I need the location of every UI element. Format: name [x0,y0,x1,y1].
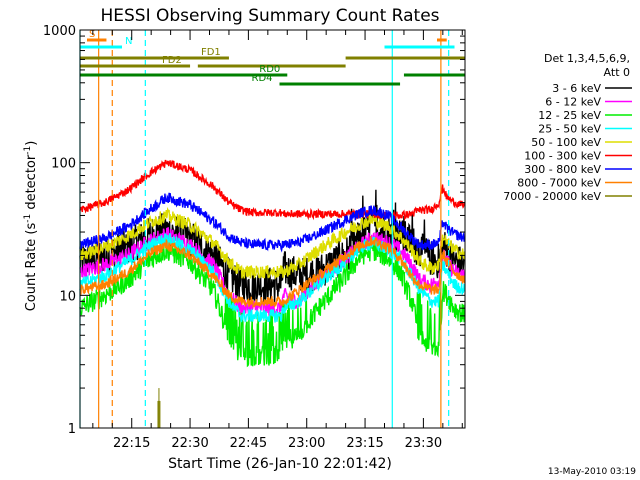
y-axis-label-part: ) [24,141,39,146]
series-line [79,192,466,253]
y-tick-label: 10 [59,289,76,304]
x-tick-label: 22:30 [171,436,208,451]
status-bar-label: S [89,29,95,40]
series-line [79,159,466,221]
legend-label: 12 - 25 keV [538,109,601,122]
y-tick-label: 1000 [43,24,76,39]
y-axis-label: Count Rate (s-1 detector-1) [23,141,39,312]
y-axis-label-sup: -1 [23,146,33,155]
x-tick-label: 22:45 [230,436,267,451]
x-tick-label: 23:30 [405,436,442,451]
y-axis-label-part: detector [24,154,39,214]
x-axis-label: Start Time (26-Jan-10 22:01:42) [168,456,392,472]
y-tick-label: 1 [68,422,76,437]
legend-label: 25 - 50 keV [538,123,601,136]
status-bar-label: N [125,36,132,47]
status-bar-label: RD0 [259,64,280,75]
y-tick-label: 100 [51,157,76,172]
chart-title: HESSI Observing Summary Count Rates [100,6,439,26]
legend-label: 6 - 12 keV [545,96,601,109]
legend-label: 50 - 100 keV [531,136,601,149]
y-axis-label-sup: -1 [23,214,33,223]
legend-header-att: Att 0 [604,66,630,79]
x-tick-label: 22:15 [113,436,150,451]
legend-label: 7000 - 20000 keV [503,190,601,203]
legend-label: 800 - 7000 keV [517,177,601,190]
legend-label: 100 - 300 keV [524,150,601,163]
x-tick-label: 23:00 [288,436,325,451]
status-bar-label: FD2 [162,55,182,66]
legend-header: Det 1,3,4,5,6,9, [544,52,630,65]
series-line [79,235,466,309]
y-axis-label-part: Count Rate (s [24,223,39,312]
footer-timestamp: 13-May-2010 03:19 [548,467,636,477]
legend-label: 3 - 6 keV [552,82,601,95]
status-bar-label: RD4 [252,73,273,84]
status-bar-label: FD1 [201,47,221,58]
x-tick-label: 23:15 [346,436,383,451]
legend-label: 300 - 800 keV [524,163,601,176]
series-line [79,206,466,280]
plot-frame [79,29,466,429]
